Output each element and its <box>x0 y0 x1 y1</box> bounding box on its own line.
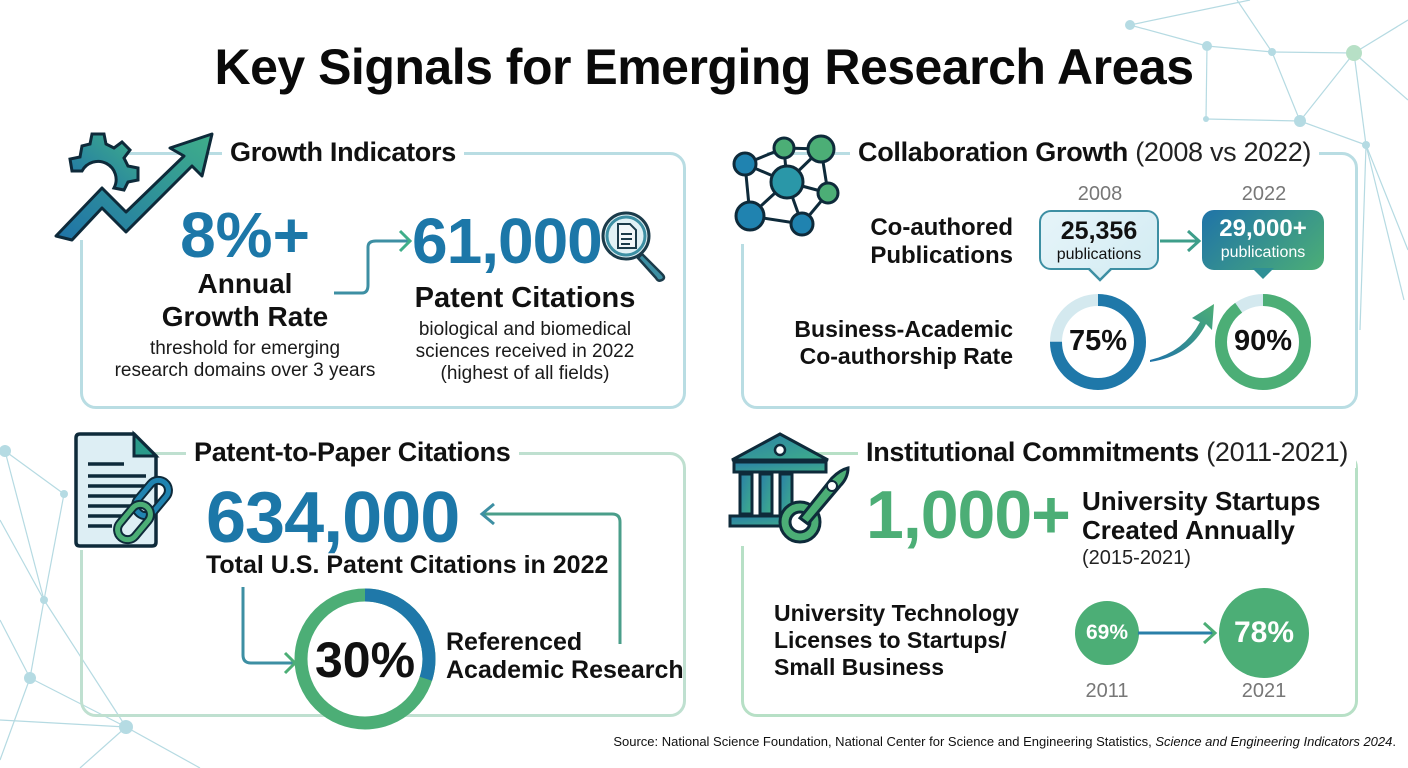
tech-licenses-label-line3: Small Business <box>774 654 945 680</box>
patent-citations-desc-line1: biological and biomedical <box>418 319 632 340</box>
arrow-right-icon <box>1160 229 1202 253</box>
year-2022-label: 2022 <box>1241 183 1287 205</box>
year-2008-label: 2008 <box>1077 183 1123 205</box>
annual-growth-rate-desc-line1: threshold for emerging <box>149 338 341 359</box>
patent-citations-desc-line2: sciences received in 2022 <box>415 341 635 362</box>
magnifier-document-icon <box>601 211 666 282</box>
license-2011-year: 2011 <box>1085 680 1129 702</box>
total-patent-citations-value: 634,000 <box>206 478 460 558</box>
tech-licenses-label-line2: Licenses to Startups/ <box>774 627 1007 653</box>
publications-2022-bubble: 29,000+ publications <box>1202 210 1324 270</box>
license-2011-circle: 69% <box>1075 601 1139 665</box>
university-startups-label-line1: University Startups <box>1082 486 1321 516</box>
license-2011-value: 69% <box>1085 621 1129 644</box>
source-publication: Science and Engineering Indicators 2024 <box>1155 734 1393 749</box>
annual-growth-rate-label-line2: Growth Rate <box>161 301 329 332</box>
patent-citations-value: 61,000 <box>412 205 603 277</box>
total-patent-citations-label: Total U.S. Patent Citations in 2022 <box>206 551 609 579</box>
university-startups-value: 1,000+ <box>866 477 1071 553</box>
tech-licenses-label-line1: University Technology <box>774 600 1019 626</box>
coauthorship-rate-2022-value: 90% <box>1233 325 1293 357</box>
donut-75-percent <box>1050 294 1146 390</box>
collaboration-growth-title-sub: (2008 vs 2022) <box>1135 137 1312 167</box>
network-nodes-icon <box>732 134 840 237</box>
university-startups-period: (2015-2021) <box>1082 547 1191 569</box>
growth-indicators-title: Growth Indicators <box>222 137 464 168</box>
publications-2022-unit: publications <box>1220 244 1306 261</box>
annual-growth-rate-value: 8%+ <box>180 199 310 271</box>
bubble-pointer-2022 <box>1252 268 1274 279</box>
curved-arrow-icon <box>1150 304 1214 362</box>
publications-2008-bubble: 25,356 publications <box>1039 210 1159 270</box>
document-link-icon <box>74 430 173 548</box>
loop-arrow-back-icon <box>479 502 622 644</box>
publications-2022-value: 29,000+ <box>1219 215 1307 242</box>
patent-citations-label: Patent Citations <box>414 282 636 314</box>
referenced-academic-label-line1: Referenced <box>446 628 583 656</box>
referenced-academic-label-line2: Academic Research <box>446 656 684 684</box>
license-2021-year: 2021 <box>1241 680 1287 702</box>
collaboration-growth-title: Collaboration Growth (2008 vs 2022) <box>850 137 1320 168</box>
page-title: Key Signals for Emerging Research Areas <box>214 39 1194 95</box>
coauthorship-rate-2008-value: 75% <box>1068 325 1128 357</box>
patent-to-paper-title: Patent-to-Paper Citations <box>186 437 519 468</box>
bubble-pointer-2008 <box>1088 268 1112 282</box>
coauthorship-rate-label-line2: Co-authorship Rate <box>799 343 1013 369</box>
license-2021-value: 78% <box>1233 616 1295 649</box>
donut-90-percent <box>1215 294 1311 390</box>
referenced-academic-pct-value: 30% <box>314 632 416 688</box>
flow-arrow-icon <box>334 229 413 295</box>
institutional-commitments-title-main: Institutional Commitments <box>866 437 1200 467</box>
patent-citations-desc-line3: (highest of all fields) <box>440 363 610 384</box>
publications-2008-value: 25,356 <box>1060 217 1138 245</box>
coauthored-publications-label-line1: Co-authored <box>870 214 1013 241</box>
annual-growth-rate-desc-line2: research domains over 3 years <box>114 360 376 381</box>
coauthored-publications-label-line2: Publications <box>870 242 1013 269</box>
collaboration-growth-title-main: Collaboration Growth <box>858 137 1128 167</box>
arrow-right-icon-2 <box>1138 621 1218 645</box>
institutional-commitments-title-sub: (2011-2021) <box>1206 437 1349 467</box>
annual-growth-rate-label-line1: Annual <box>197 268 293 299</box>
license-2021-circle: 78% <box>1219 588 1309 678</box>
source-suffix: . <box>1392 734 1396 749</box>
source-citation: Source: National Science Foundation, Nat… <box>613 734 1396 749</box>
publications-2008-unit: publications <box>1056 246 1142 263</box>
bank-rocket-gear-icon <box>728 432 850 544</box>
university-startups-label-line2: Created Annually <box>1082 515 1295 545</box>
source-prefix: Source: National Science Foundation, Nat… <box>613 734 1156 749</box>
donut-30-percent <box>294 588 436 730</box>
institutional-commitments-title: Institutional Commitments (2011-2021) <box>858 437 1357 468</box>
gear-growth-arrow-icon <box>54 132 214 242</box>
coauthorship-rate-label-line1: Business-Academic <box>794 316 1013 342</box>
